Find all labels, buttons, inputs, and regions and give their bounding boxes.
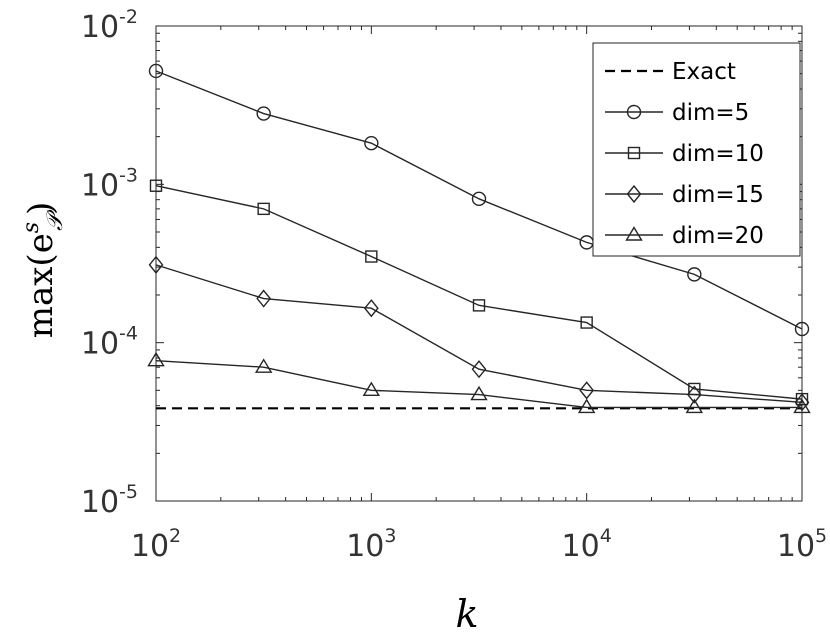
legend-label: dim=20 <box>672 223 764 249</box>
series-point <box>579 381 595 400</box>
series-point <box>256 106 271 121</box>
series-dim-20 <box>147 351 811 414</box>
series-line <box>155 264 803 404</box>
series-point <box>363 299 379 318</box>
series-point <box>577 398 596 414</box>
y-axis-label-main: max(e <box>21 233 61 338</box>
series-dim-10 <box>149 179 809 406</box>
series-point <box>794 321 810 337</box>
legend-swatch-marker <box>627 146 641 160</box>
series-point <box>148 63 164 79</box>
series-point <box>471 360 487 379</box>
x-tick-label: 104 <box>562 525 612 564</box>
y-tick-label: 10-5 <box>81 481 138 520</box>
series-point <box>685 398 704 414</box>
series-point <box>257 202 270 216</box>
legend-swatch-marker <box>626 184 642 204</box>
y-axis-label-close: ) <box>21 202 61 215</box>
y-axis-label: max(es𝒫) <box>19 202 68 339</box>
y-axis-label-superscript: s <box>19 222 44 233</box>
series-point <box>470 385 488 401</box>
series-dim-15 <box>148 255 810 412</box>
legend-label: dim=10 <box>672 141 764 167</box>
series-line <box>155 359 802 409</box>
series-point <box>147 351 165 367</box>
series-point <box>471 191 487 207</box>
series-point <box>580 316 593 329</box>
series-point <box>148 255 164 274</box>
series-point <box>362 381 381 397</box>
legend: Exact dim=5 dim=10 dim=15 dim=20 <box>592 42 801 257</box>
series-layer <box>147 63 811 414</box>
series-point <box>687 267 702 282</box>
plot-area <box>155 25 803 502</box>
y-tick-label: 10-2 <box>81 6 138 45</box>
x-axis-label: k <box>455 592 478 636</box>
y-tick-label: 10-3 <box>81 164 138 203</box>
plot-frame <box>155 25 803 502</box>
y-tick-label: 10-4 <box>81 323 138 362</box>
series-point <box>149 179 163 192</box>
series-point <box>254 358 273 373</box>
series-point <box>365 250 378 263</box>
series-dim-5 <box>148 63 810 337</box>
x-tick-label: 103 <box>346 525 396 564</box>
series-line <box>155 185 803 400</box>
x-tick-label: 102 <box>131 525 181 564</box>
legend-label-exact: Exact <box>672 59 736 85</box>
legend-label: dim=5 <box>672 100 749 126</box>
series-point <box>793 398 811 414</box>
x-axis-ticks: 102 103 104 105 <box>131 26 827 564</box>
legend-swatch-marker <box>625 226 643 241</box>
series-point <box>256 289 272 308</box>
series-line <box>155 70 803 330</box>
legend-swatch-marker <box>626 104 642 120</box>
series-point <box>686 385 702 404</box>
series-point <box>364 135 379 151</box>
y-axis-ticks: 10-5 10-4 10-3 10-2 <box>81 6 802 520</box>
x-tick-label: 105 <box>777 525 827 564</box>
series-point <box>794 393 810 412</box>
series-point <box>472 299 486 312</box>
legend-label: dim=15 <box>672 182 764 208</box>
legend-box <box>592 42 801 257</box>
